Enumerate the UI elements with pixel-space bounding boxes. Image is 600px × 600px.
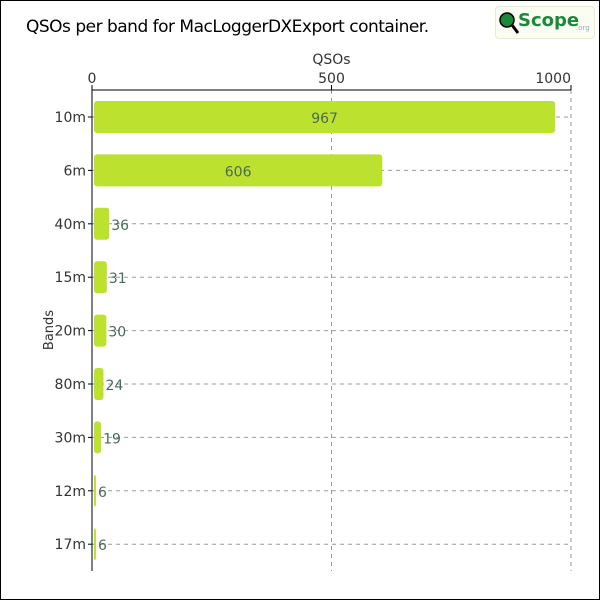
data-label: 30 <box>108 325 126 341</box>
bar-6m <box>94 154 383 187</box>
bar-15m <box>94 261 107 294</box>
data-label: 967 <box>311 111 338 127</box>
x-axis-label: QSOs <box>312 52 350 68</box>
logo-suffix: .org <box>576 24 590 32</box>
data-label: 19 <box>103 431 121 447</box>
bar-12m <box>94 474 96 507</box>
y-axis-label: Bands <box>42 310 57 350</box>
y-tick-label: 80m <box>55 377 86 393</box>
x-tick-label: 0 <box>88 71 97 87</box>
data-label: 24 <box>105 378 123 394</box>
data-label: 36 <box>111 218 129 234</box>
magnifier-icon <box>499 12 520 34</box>
x-tick-label: 1000 <box>535 71 571 87</box>
x-tick-label: 500 <box>318 71 345 87</box>
bar-17m <box>94 528 96 561</box>
y-tick-label: 15m <box>55 270 86 286</box>
qscope-logo: Scope .org <box>495 6 595 39</box>
data-label: 606 <box>225 164 252 180</box>
y-tick-label: 10m <box>55 110 86 126</box>
chart-title: QSOs per band for MacLoggerDXExport cont… <box>26 17 429 37</box>
bar-10m <box>94 101 556 133</box>
y-tick-label: 17m <box>55 537 86 553</box>
bar-40m <box>94 207 110 240</box>
bar-20m <box>94 314 107 347</box>
bar-30m <box>94 421 102 454</box>
y-tick-label: 30m <box>55 430 86 446</box>
y-tick-label: 40m <box>55 217 86 233</box>
y-tick-label: 6m <box>63 163 86 179</box>
data-label: 31 <box>109 271 127 287</box>
data-label: 6 <box>98 538 107 554</box>
y-tick-label: 20m <box>55 324 86 340</box>
data-label: 6 <box>98 485 107 501</box>
y-tick-label: 12m <box>55 484 86 500</box>
bar-80m <box>94 368 104 400</box>
logo-text: Scope <box>518 10 580 31</box>
